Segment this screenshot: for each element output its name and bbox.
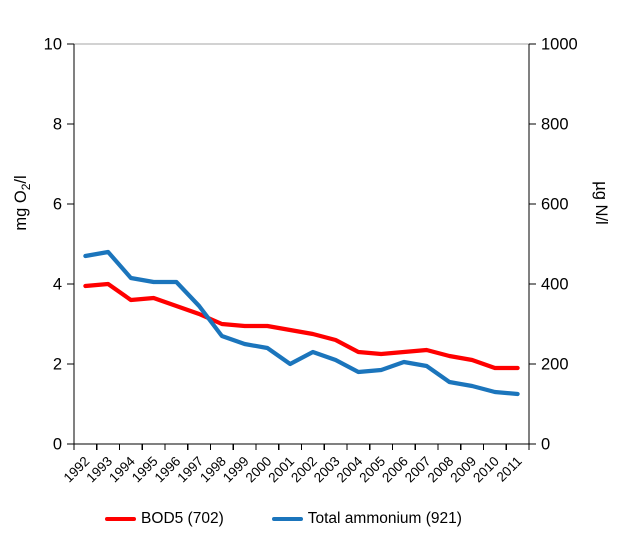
total-ammonium-line-swatch [271, 517, 303, 521]
right-axis-title: µg N/l [592, 181, 610, 224]
x-tick-label: 2011 [494, 454, 525, 485]
legend-item-bod5: BOD5 (702) [105, 510, 224, 528]
y-left-tick-label: 10 [44, 36, 62, 54]
y-right-tick-label: 0 [541, 436, 550, 454]
y-left-tick-label: 0 [53, 436, 62, 454]
chart-legend: BOD5 (702) Total ammonium (921) [0, 510, 597, 528]
y-left-tick-label: 8 [53, 116, 62, 134]
total-ammonium-line [83, 249, 520, 397]
y-left-tick-label: 2 [53, 356, 62, 374]
y-right-tick-label: 200 [541, 356, 569, 374]
left-axis-title: mg O2/l [12, 175, 33, 230]
bod5-line-swatch [105, 517, 137, 521]
y-right-tick-label: 400 [541, 276, 569, 294]
legend-item-total-ammonium: Total ammonium (921) [271, 510, 462, 528]
y-left-tick-label: 4 [53, 276, 62, 294]
y-left-tick-label: 6 [53, 196, 62, 214]
bod5-legend-label: BOD5 (702) [141, 510, 224, 527]
y-right-tick-label: 600 [541, 196, 569, 214]
y-right-tick-label: 1000 [541, 36, 578, 54]
bod5-line [83, 281, 520, 371]
y-right-tick-label: 800 [541, 116, 569, 134]
dual-axis-line-chart: 0246810020040060080010001992199319941995… [12, 36, 610, 486]
total-ammonium-legend-label: Total ammonium (921) [307, 510, 462, 527]
